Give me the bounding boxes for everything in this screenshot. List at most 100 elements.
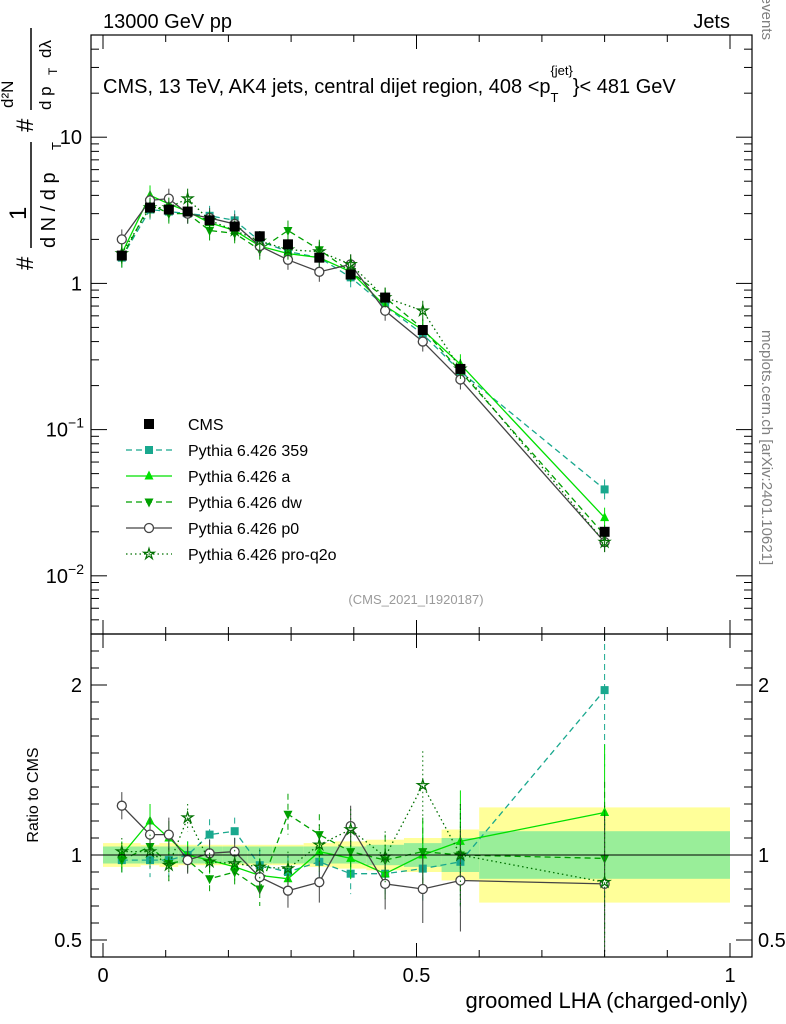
data-point xyxy=(182,206,193,217)
legend-label: Pythia 6.426 pro-q2o xyxy=(188,547,337,564)
ratio-y-tick-label: 0.5 xyxy=(54,930,82,952)
x-tick-label: 0 xyxy=(97,965,108,987)
series-point xyxy=(379,305,391,316)
x-tick-label: 1 xyxy=(724,965,735,987)
series-point xyxy=(417,336,428,347)
data-point xyxy=(163,204,174,215)
legend-marker xyxy=(144,419,154,429)
y-tick-label: 10−1 xyxy=(46,415,84,442)
legend-label: CMS xyxy=(188,417,224,434)
ratio-plot-frame xyxy=(90,633,753,958)
ratio-point xyxy=(161,857,177,872)
svg-text:d N / d p: d N / d p xyxy=(38,172,60,248)
data-point xyxy=(455,363,466,374)
ratio-point xyxy=(116,800,127,811)
legend-marker xyxy=(144,498,154,508)
ratio-point xyxy=(205,830,214,839)
series-line xyxy=(121,197,606,543)
legend-label: Pythia 6.426 359 xyxy=(188,443,308,460)
ratio-y-tick-label-right: 1 xyxy=(758,845,769,867)
ratio-point xyxy=(418,848,428,858)
series-point xyxy=(283,227,293,237)
data-point xyxy=(345,269,356,280)
ratio-y-tick-label: 2 xyxy=(71,675,82,697)
ratio-y-tick-label-right: 0.5 xyxy=(758,930,786,952)
ratio-point xyxy=(282,885,294,896)
svg-text:1: 1 xyxy=(5,207,32,220)
ratio-point xyxy=(164,860,174,869)
svg-text:T: T xyxy=(46,67,60,75)
svg-text:#: # xyxy=(12,118,39,132)
series-point xyxy=(314,266,325,277)
ratio-point xyxy=(415,777,431,792)
ratio-point xyxy=(230,827,239,836)
legend-label: Pythia 6.426 a xyxy=(188,469,290,486)
ratio-point xyxy=(202,854,217,869)
series-point xyxy=(600,512,610,522)
svg-text:dλ: dλ xyxy=(36,40,55,58)
y-tick-label: 10−2 xyxy=(46,561,84,588)
svg-text:#: # xyxy=(12,256,39,270)
ratio-point xyxy=(163,829,174,840)
ratio-point xyxy=(600,686,609,695)
ratio-point xyxy=(205,875,215,885)
ratio-y-tick-label: 1 xyxy=(71,845,82,867)
data-point xyxy=(599,526,610,537)
data-point xyxy=(314,252,325,263)
legend-label: Pythia 6.426 p0 xyxy=(188,521,299,538)
ratio-point xyxy=(314,877,325,888)
data-point xyxy=(145,202,156,213)
header-right: Jets xyxy=(693,11,730,33)
legend-marker xyxy=(144,470,154,480)
ratio-point xyxy=(252,859,268,874)
data-point xyxy=(380,292,391,303)
analysis-watermark: (CMS_2021_I1920187) xyxy=(348,592,483,607)
x-axis-label: groomed LHA (charged-only) xyxy=(466,988,748,1013)
y-axis-label: # 1 d N / d p T # d²N d p T dλ xyxy=(0,28,64,270)
ratio-point xyxy=(597,874,612,889)
series-point xyxy=(205,227,215,237)
series-point xyxy=(600,485,609,494)
chart-title: CMS, 13 TeV, AK4 jets, central dijet reg… xyxy=(103,63,676,105)
ratio-series-line xyxy=(121,805,605,892)
ratio-point xyxy=(343,821,359,836)
svg-text:d²N: d²N xyxy=(0,81,17,108)
series-point xyxy=(415,303,431,317)
ratio-point xyxy=(182,854,193,866)
x-tick-label: 0.5 xyxy=(403,965,431,987)
data-point xyxy=(282,239,293,250)
data-point xyxy=(229,221,240,232)
ratio-point xyxy=(227,855,243,870)
ratio-point xyxy=(114,843,130,858)
series-line xyxy=(121,197,606,543)
ratio-series-line xyxy=(121,813,605,891)
mcplots-label: mcplots.cern.ch [arXiv:2401.10621] xyxy=(758,330,775,565)
ratio-point xyxy=(379,878,391,890)
ratio-point xyxy=(346,848,356,858)
y-tick-label: 1 xyxy=(71,273,82,295)
series-point xyxy=(180,190,195,205)
data-point xyxy=(417,325,428,336)
ratio-point xyxy=(314,831,324,841)
ratio-point xyxy=(346,852,356,862)
ratio-point xyxy=(280,860,296,875)
svg-text:d p: d p xyxy=(36,86,55,110)
series-point xyxy=(597,534,612,549)
ratio-y-tick-label-right: 2 xyxy=(758,675,769,697)
ratio-point xyxy=(452,847,468,862)
data-point xyxy=(254,231,265,242)
legend-marker xyxy=(145,446,153,454)
ratio-point xyxy=(314,846,324,856)
series-point xyxy=(116,234,127,245)
ratio-y-axis-label: Ratio to CMS xyxy=(25,747,42,842)
ratio-point xyxy=(311,837,327,852)
header-left: 13000 GeV pp xyxy=(103,11,232,33)
svg-text:T: T xyxy=(49,142,64,150)
ratio-series-line xyxy=(121,783,605,883)
legend-marker xyxy=(141,546,157,561)
ratio-point xyxy=(417,883,428,895)
legend-marker xyxy=(143,522,155,534)
ratio-point xyxy=(283,810,293,820)
data-point xyxy=(116,250,127,261)
